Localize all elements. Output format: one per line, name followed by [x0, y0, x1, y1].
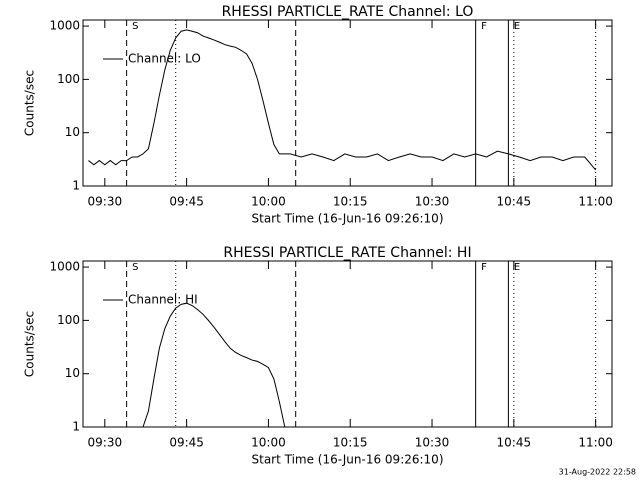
y-tick-label: 10 — [65, 366, 80, 380]
x-axis-label: Start Time (16-Jun-16 09:26:10) — [252, 212, 444, 226]
y-axis-label: Counts/sec — [23, 311, 37, 377]
legend-label: Channel: HI — [128, 293, 198, 307]
x-tick-label: 09:45 — [169, 195, 204, 209]
x-tick-label: 10:00 — [251, 195, 286, 209]
y-tick-label: 100 — [57, 313, 80, 327]
y-axis-label: Counts/sec — [23, 70, 37, 136]
x-tick-label: 10:30 — [415, 195, 450, 209]
y-tick-label: 100 — [57, 72, 80, 86]
chart-title: RHESSI PARTICLE_RATE Channel: LO — [222, 4, 474, 20]
y-tick-label: 1 — [72, 179, 80, 193]
x-tick-label: 11:00 — [578, 195, 613, 209]
y-tick-label: 1000 — [49, 19, 80, 33]
legend-label: Channel: LO — [128, 52, 201, 66]
plot-frame — [82, 19, 613, 187]
plot-area — [88, 20, 597, 186]
chart-title: RHESSI PARTICLE_RATE Channel: HI — [223, 245, 471, 261]
x-tick-label: 10:45 — [497, 195, 532, 209]
data-line — [88, 29, 597, 171]
marker-label: E — [514, 262, 520, 273]
plot-frame — [82, 260, 613, 428]
x-tick-label: 09:30 — [88, 195, 123, 209]
x-tick-label: 10:45 — [497, 436, 532, 450]
data-line — [142, 302, 286, 427]
x-tick-label: 10:30 — [415, 436, 450, 450]
y-tick-label: 10 — [65, 125, 80, 139]
x-tick-label: 09:45 — [169, 436, 204, 450]
y-tick-label: 1000 — [49, 260, 80, 274]
marker-label: S — [132, 262, 138, 273]
y-tick-label: 1 — [72, 420, 80, 434]
x-tick-label: 10:15 — [333, 436, 368, 450]
x-tick-label: 10:15 — [333, 195, 368, 209]
marker-label: E — [514, 21, 520, 32]
plot-area — [126, 261, 597, 427]
footer: 31-Aug-2022 22:58 — [559, 468, 636, 477]
marker-label: S — [132, 21, 138, 32]
x-tick-label: 11:00 — [578, 436, 613, 450]
x-axis-label: Start Time (16-Jun-16 09:26:10) — [252, 453, 444, 467]
x-tick-label: 09:30 — [88, 436, 123, 450]
marker-label: F — [481, 262, 487, 273]
x-tick-label: 10:00 — [251, 436, 286, 450]
marker-label: F — [481, 21, 487, 32]
